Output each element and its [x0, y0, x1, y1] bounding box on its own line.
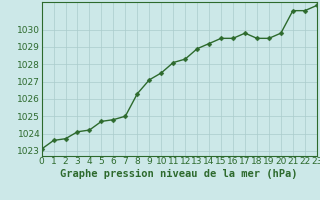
X-axis label: Graphe pression niveau de la mer (hPa): Graphe pression niveau de la mer (hPa): [60, 169, 298, 179]
